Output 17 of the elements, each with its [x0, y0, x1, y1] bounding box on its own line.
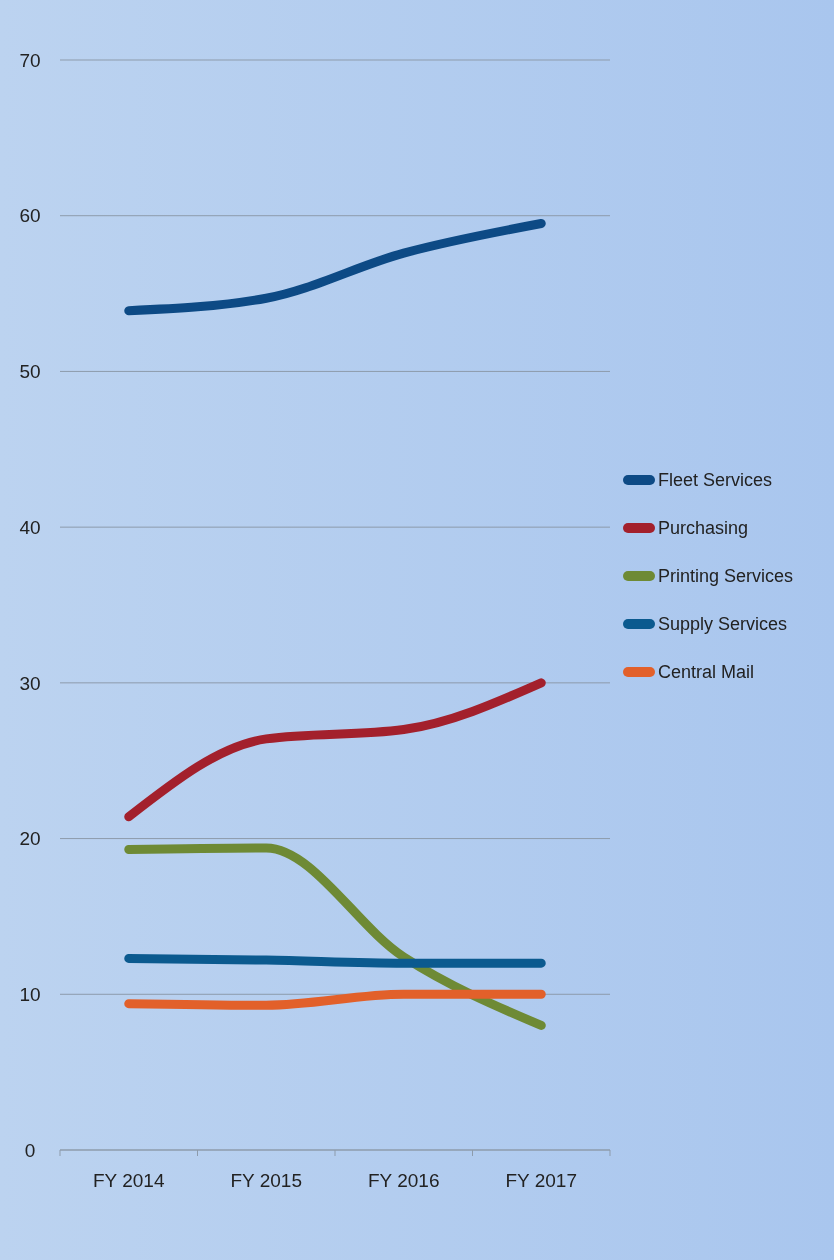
y-tick-label: 0 — [24, 1139, 36, 1161]
x-tick-label: FY 2017 — [505, 1169, 577, 1191]
legend-label: Central Mail — [658, 662, 755, 683]
x-tick-label: FY 2016 — [368, 1169, 440, 1191]
legend-label: Supply Services — [658, 614, 788, 635]
legend-label: Purchasing — [658, 518, 749, 539]
x-tick-label: FY 2015 — [230, 1169, 302, 1191]
y-tick-label: 70 — [19, 49, 41, 71]
y-tick-label: 50 — [19, 361, 41, 383]
y-tick-label: 20 — [19, 828, 41, 850]
legend-label: Fleet Services — [658, 470, 773, 491]
y-tick-label: 60 — [19, 205, 41, 227]
y-tick-label: 40 — [19, 516, 41, 538]
x-tick-label: FY 2014 — [93, 1169, 165, 1191]
y-tick-label: 10 — [19, 983, 41, 1005]
legend-label: Printing Services — [658, 566, 794, 587]
y-tick-label: 30 — [19, 672, 41, 694]
